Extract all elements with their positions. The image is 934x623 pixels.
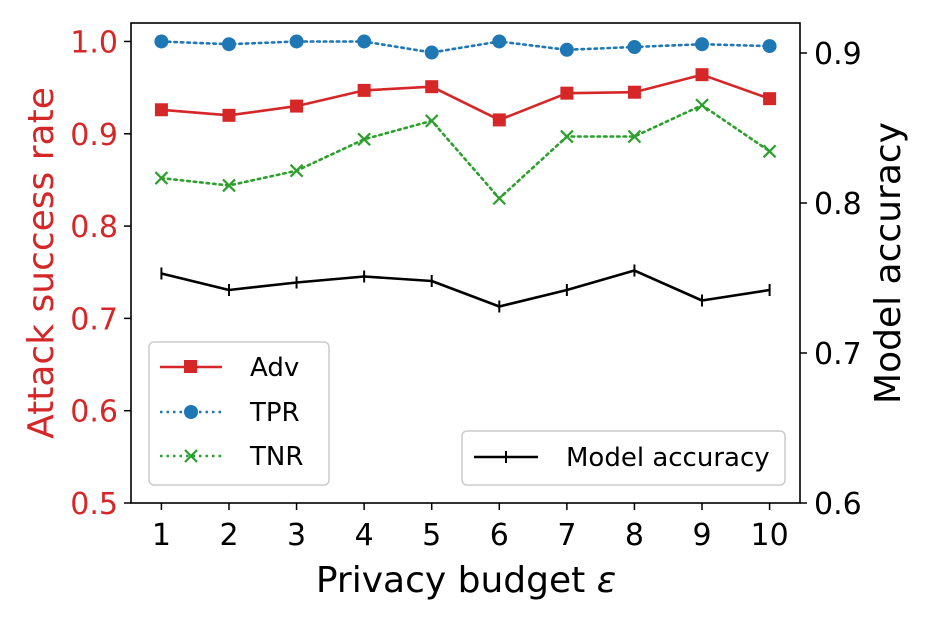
left-tick-label: 0.8 xyxy=(70,210,118,245)
legend-item-tnr: TNR xyxy=(160,442,303,472)
legend-tnr-marker xyxy=(184,449,198,463)
data-point-tnr xyxy=(289,163,304,178)
x-tick-label: 4 xyxy=(355,518,374,553)
legend-adv-marker xyxy=(184,360,197,373)
series-model-accuracy xyxy=(160,264,771,313)
data-point-adv xyxy=(222,108,236,122)
right-tick-label: 0.8 xyxy=(814,187,862,222)
data-point-tnr xyxy=(357,132,371,147)
legend-adv-label: Adv xyxy=(250,353,299,383)
left-tick-label: 0.9 xyxy=(70,118,118,153)
legend-right-box xyxy=(461,430,786,486)
data-point-tnr xyxy=(695,98,709,112)
series-line-model-accuracy xyxy=(161,269,770,308)
data-point-tnr xyxy=(424,114,439,128)
data-point-tpr xyxy=(492,34,507,49)
data-point-adv xyxy=(492,113,506,127)
x-axis-label-symbol: ε xyxy=(597,560,616,601)
plot-frame xyxy=(130,22,801,504)
left-tick-label: 1.0 xyxy=(70,25,118,60)
series-adv xyxy=(154,68,777,127)
y-axis-label-left: Attack success rate xyxy=(21,87,62,439)
data-point-adv xyxy=(154,103,168,117)
x-axis-label: Privacy budget ε xyxy=(316,560,616,601)
data-point-tpr xyxy=(357,34,372,49)
legend-tpr-label: TPR xyxy=(249,398,300,428)
legend-left-box xyxy=(148,341,330,486)
right-ticks: 0.6 0.7 0.8 0.9 xyxy=(800,37,862,522)
right-tick-label: 0.6 xyxy=(814,487,862,522)
x-tick-label: 2 xyxy=(219,518,238,553)
x-tick-label: 3 xyxy=(287,518,306,553)
left-tick-label: 0.7 xyxy=(70,302,118,337)
legend-left: Adv TPR TNR xyxy=(148,341,330,486)
legend-item-tpr: TPR xyxy=(160,398,300,428)
series-line-adv xyxy=(161,73,771,122)
data-point-tpr xyxy=(289,34,304,49)
series-layer xyxy=(154,34,777,313)
data-point-tnr xyxy=(154,171,169,185)
x-tick-label: 6 xyxy=(490,518,509,553)
series-line-tpr xyxy=(160,40,771,54)
left-tick-label: 0.6 xyxy=(70,395,118,430)
data-point-tnr xyxy=(627,129,642,144)
x-tick-label: 1 xyxy=(152,518,171,553)
data-point-tpr xyxy=(762,39,777,54)
left-ticks: 0.5 0.6 0.7 0.8 0.9 1.0 xyxy=(70,25,131,522)
data-point-tnr xyxy=(222,178,236,193)
data-point-tpr xyxy=(559,42,574,57)
data-point-adv xyxy=(560,86,574,100)
x-tick-label: 10 xyxy=(750,518,788,553)
x-tick-label: 8 xyxy=(625,518,644,553)
legend-item-adv: Adv xyxy=(160,353,299,383)
data-point-adv xyxy=(627,85,641,99)
legend-tpr-marker xyxy=(184,405,198,419)
legend-tnr-label: TNR xyxy=(249,442,303,472)
data-point-tpr xyxy=(695,37,710,52)
legend-right: Model accuracy xyxy=(461,430,786,486)
data-point-tpr xyxy=(627,40,642,54)
data-point-tpr xyxy=(424,45,439,60)
right-tick-label: 0.7 xyxy=(814,337,862,372)
y-axis-label-right: Model accuracy xyxy=(868,122,909,404)
data-point-adv xyxy=(290,99,304,113)
x-tick-label: 5 xyxy=(422,518,441,553)
data-point-tpr xyxy=(154,34,169,49)
series-tnr xyxy=(154,98,777,206)
right-tick-label: 0.9 xyxy=(814,37,862,72)
data-point-tnr xyxy=(560,129,574,144)
x-ticks: 1 2 3 4 5 6 7 8 9 10 xyxy=(152,503,789,553)
data-point-tnr xyxy=(492,191,507,206)
data-point-adv xyxy=(425,80,439,94)
data-point-adv xyxy=(695,68,709,82)
data-point-adv xyxy=(763,92,777,106)
x-tick-label: 7 xyxy=(557,518,576,553)
left-tick-label: 0.5 xyxy=(70,487,118,522)
series-line-tnr xyxy=(160,103,771,200)
legend-accuracy-label: Model accuracy xyxy=(566,443,770,473)
x-tick-label: 9 xyxy=(692,518,711,553)
x-axis-label-text: Privacy budget xyxy=(316,560,597,601)
series-tpr xyxy=(154,34,777,60)
data-point-adv xyxy=(357,83,371,97)
data-point-tpr xyxy=(221,37,236,52)
data-point-tnr xyxy=(762,144,777,159)
